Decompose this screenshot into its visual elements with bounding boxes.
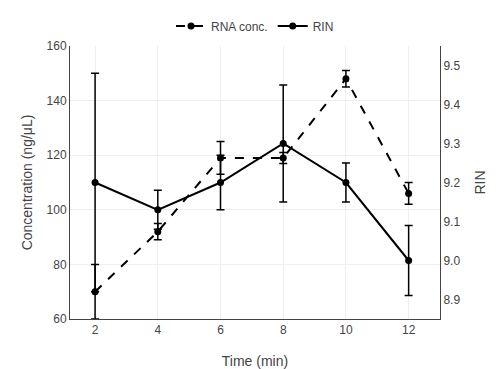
svg-text:2: 2 [92,323,99,337]
svg-text:140: 140 [47,94,67,108]
svg-text:160: 160 [47,39,67,53]
svg-text:9.1: 9.1 [443,215,460,229]
svg-text:100: 100 [47,203,67,217]
svg-text:8: 8 [280,323,287,337]
svg-text:60: 60 [53,312,67,326]
svg-text:RNA conc.: RNA conc. [211,20,268,34]
svg-text:RIN: RIN [472,170,488,194]
svg-text:4: 4 [154,323,161,337]
svg-text:9.4: 9.4 [443,98,460,112]
svg-text:8.9: 8.9 [443,293,460,307]
svg-text:9.0: 9.0 [443,254,460,268]
svg-text:Time (min): Time (min) [222,353,288,369]
svg-text:RIN: RIN [313,20,334,34]
svg-text:9.5: 9.5 [443,59,460,73]
svg-text:80: 80 [53,258,67,272]
svg-text:12: 12 [402,323,416,337]
svg-text:Concentration (ng/μL): Concentration (ng/μL) [19,115,35,251]
svg-text:10: 10 [339,323,353,337]
svg-text:120: 120 [47,148,67,162]
svg-text:6: 6 [217,323,224,337]
svg-text:9.2: 9.2 [443,176,460,190]
svg-text:9.3: 9.3 [443,137,460,151]
